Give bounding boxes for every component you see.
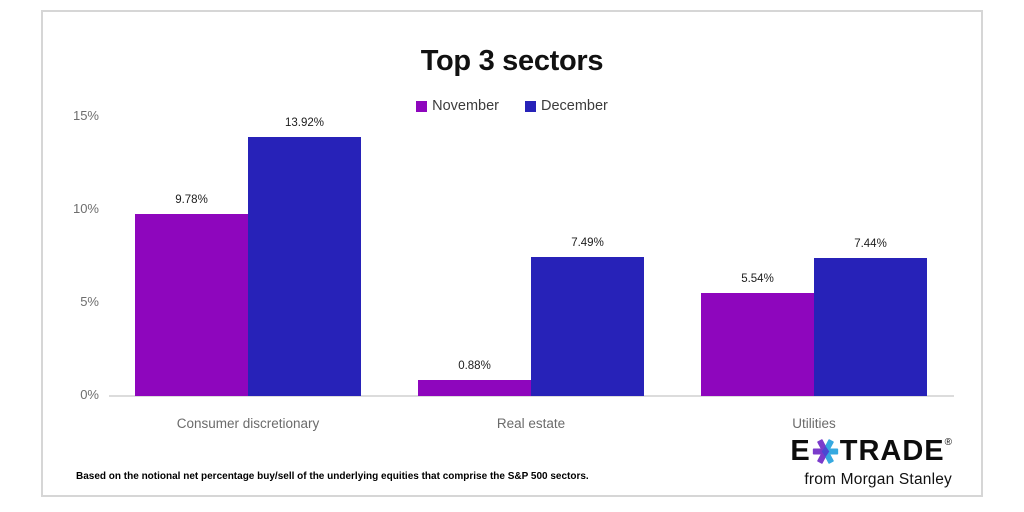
- y-axis-tick-label: 0%: [80, 387, 99, 402]
- legend-swatch-december: [525, 100, 536, 112]
- etrade-wordmark-trade: TRADE: [839, 435, 945, 467]
- chart-title: Top 3 sectors: [420, 45, 604, 77]
- etrade-logo: E TRADE ® from: [790, 435, 952, 489]
- x-axis-baseline: [109, 395, 954, 397]
- bar-value-label: 5.54%: [741, 272, 774, 285]
- bar-value-label: 7.44%: [854, 237, 887, 250]
- bar-november-real-estate: [418, 379, 531, 396]
- bar-december-utilities: [814, 257, 927, 396]
- chart-legend: November December: [43, 98, 981, 114]
- legend-label-november: November: [432, 98, 499, 114]
- registered-trademark-symbol: ®: [944, 437, 952, 448]
- y-axis-tick-label: 15%: [72, 108, 99, 123]
- bar-november-utilities: [701, 292, 814, 396]
- x-axis-category-label: Consumer discretionary: [176, 416, 320, 431]
- bar-december-real-estate: [531, 256, 644, 396]
- bar-chart-plot-area: 0% 5% 10% 15% 9.78% 13.92% Consumer discretion…: [43, 12, 981, 495]
- etrade-wordmark-e: E: [790, 435, 811, 467]
- chart-card: Top 3 sectors November December 0% 5% 10% 1…: [41, 10, 983, 497]
- chart-footnote: Based on the notional net percentage buy…: [76, 471, 589, 482]
- etrade-asterisk-icon: [812, 439, 838, 464]
- y-axis-tick-label: 5%: [80, 294, 99, 309]
- etrade-tagline: from Morgan Stanley: [804, 471, 952, 488]
- y-axis-tick-label: 10%: [72, 201, 99, 216]
- bar-november-consumer-discretionary: [135, 214, 248, 396]
- bar-december-consumer-discretionary: [248, 137, 361, 396]
- legend-item-november: November: [416, 98, 499, 114]
- legend-swatch-november: [416, 100, 428, 112]
- bar-value-label: 9.78%: [175, 194, 208, 207]
- bar-value-label: 7.49%: [571, 236, 604, 249]
- bar-value-label: 13.92%: [284, 117, 324, 130]
- legend-label-december: December: [541, 98, 608, 114]
- legend-item-december: December: [525, 98, 608, 114]
- x-axis-category-label: Utilities: [792, 416, 836, 431]
- x-axis-category-label: Real estate: [496, 416, 566, 431]
- bar-value-label: 0.88%: [458, 359, 491, 372]
- etrade-wordmark: E TRADE ®: [790, 435, 952, 468]
